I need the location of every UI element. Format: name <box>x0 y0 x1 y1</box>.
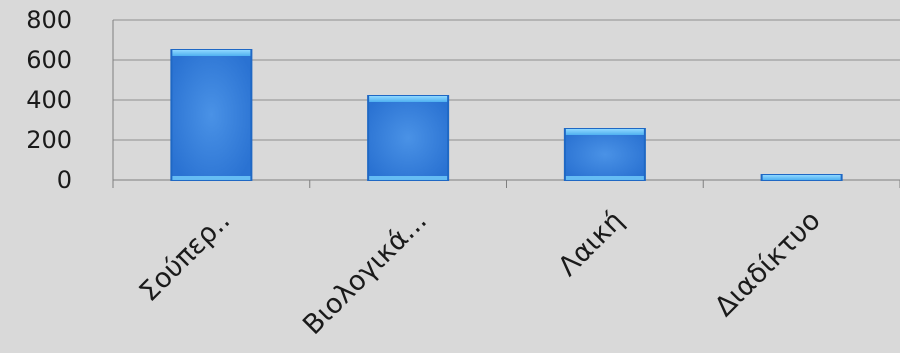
y-tick-label: 800 <box>26 6 72 34</box>
x-category-label: Διαδίκτυο <box>709 205 827 323</box>
bar <box>170 49 253 181</box>
y-tick-label: 400 <box>26 86 72 114</box>
bar-bottom-highlight <box>172 176 251 180</box>
bar-body <box>170 49 253 181</box>
y-tick-label: 200 <box>26 126 72 154</box>
bar-body <box>367 95 450 181</box>
x-category-label: Λαική <box>552 205 629 282</box>
bar <box>367 95 450 181</box>
y-tick-label: 0 <box>57 166 72 194</box>
bar-top-highlight <box>565 129 644 135</box>
bar-top-highlight <box>172 50 251 56</box>
bar-top-highlight <box>762 175 841 180</box>
bar-top-highlight <box>369 96 448 102</box>
x-category-label: Σούπερ.. <box>134 205 237 308</box>
bar <box>563 128 646 181</box>
bar-bottom-highlight <box>565 176 644 180</box>
bar-bottom-highlight <box>369 176 448 180</box>
x-category-label: Βιολογικά... <box>297 205 433 341</box>
y-tick-label: 600 <box>26 46 72 74</box>
bars <box>170 49 843 181</box>
bar <box>760 174 843 181</box>
bar-body <box>563 128 646 181</box>
